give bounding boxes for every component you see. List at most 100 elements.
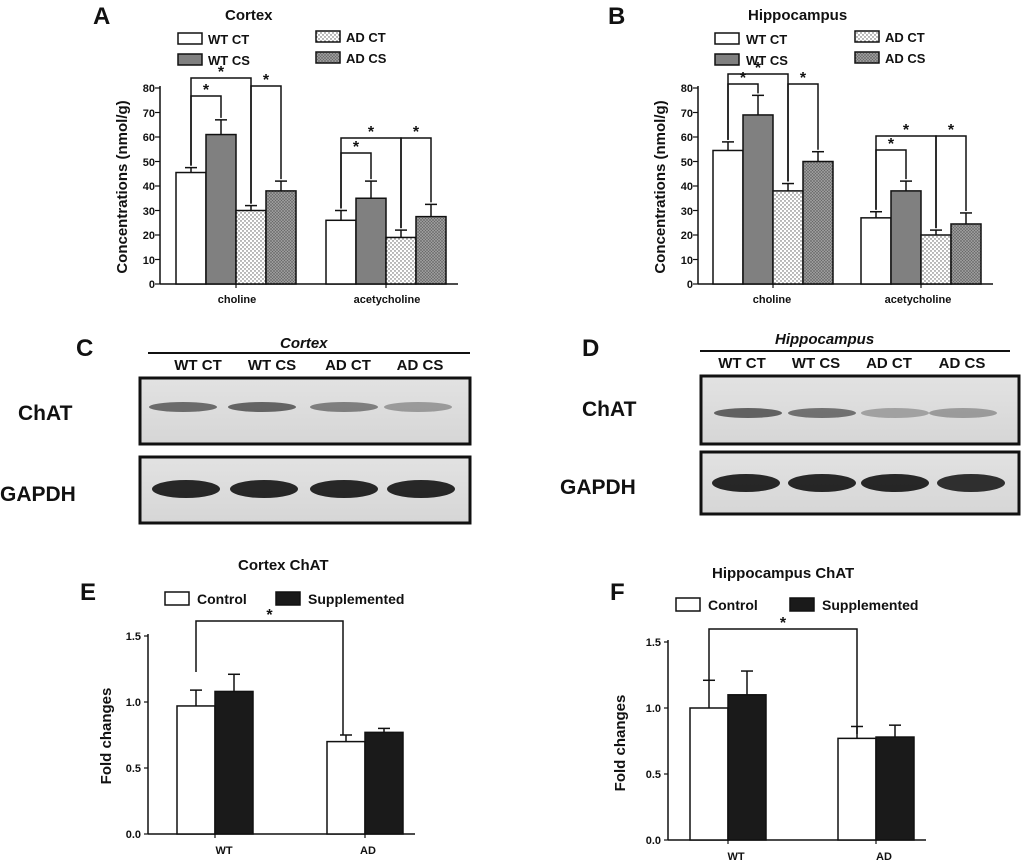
protein-label-chat: ChAT xyxy=(582,398,637,421)
panel-b-legend: WT CT WT CS AD CT AD CS xyxy=(714,30,926,68)
panel-d-bands xyxy=(712,408,1005,492)
significance-star: * xyxy=(755,60,762,77)
legend-swatch-ad-cs xyxy=(854,51,880,64)
protein-label-gapdh: GAPDH xyxy=(0,483,76,506)
panel-c-bands xyxy=(149,402,455,498)
bar xyxy=(727,694,767,841)
bar xyxy=(712,149,744,285)
legend-swatch-ad-cs xyxy=(315,51,341,64)
legend-label-supplemented: Supplemented xyxy=(822,597,918,613)
panel-e-legend: Control Supplemented xyxy=(164,591,404,607)
significance-bracket xyxy=(400,137,432,229)
bar xyxy=(860,217,892,285)
panel-letter-e: E xyxy=(80,579,96,606)
significance-star: * xyxy=(903,122,910,139)
y-tick: 40 xyxy=(681,181,693,193)
y-tick: 1.5 xyxy=(126,631,141,643)
significance-star: * xyxy=(800,70,807,87)
protein-label-chat: ChAT xyxy=(18,402,73,425)
panel-d: D Hippocampus WT CT WT CS AD CT AD CS Ch… xyxy=(560,331,1021,516)
panel-d-title: Hippocampus xyxy=(775,331,874,348)
panel-f-yticks: 0.0 0.5 1.0 1.5 xyxy=(646,637,661,847)
significance-bracket xyxy=(195,620,344,735)
legend-swatch-supplemented xyxy=(789,597,815,612)
bar xyxy=(214,690,254,835)
blot-band xyxy=(714,408,782,418)
x-tick: AD xyxy=(876,851,892,863)
bar xyxy=(415,215,447,285)
panel-c: C Cortex WT CT WT CS AD CT AD CS ChAT GA… xyxy=(0,335,472,525)
lane-label: AD CS xyxy=(397,357,444,374)
y-tick: 80 xyxy=(681,83,693,95)
legend-swatch-control xyxy=(164,591,190,606)
significance-star: * xyxy=(780,615,787,632)
panel-f-legend: Control Supplemented xyxy=(675,597,918,613)
bar xyxy=(742,114,774,285)
bar xyxy=(385,236,417,285)
y-tick: 0.5 xyxy=(126,763,141,775)
lane-label: WT CS xyxy=(248,357,296,374)
significance-star: * xyxy=(368,124,375,141)
x-tick: AD xyxy=(360,845,376,857)
blot-band xyxy=(861,474,929,492)
blot-band xyxy=(788,474,856,492)
x-tick: acetycholine xyxy=(354,294,421,306)
panel-f: F Hippocampus ChAT Control Supplemented … xyxy=(610,565,926,863)
panel-a: A Cortex WT CT WT CS AD CT AD CS Concent… xyxy=(93,3,458,306)
legend-label-control: Control xyxy=(708,597,758,613)
blot-band xyxy=(387,480,455,498)
bar xyxy=(920,234,952,285)
bar xyxy=(326,740,366,835)
bar xyxy=(325,219,357,285)
lane-label: WT CS xyxy=(792,355,840,372)
y-tick: 50 xyxy=(143,157,155,169)
y-tick: 50 xyxy=(681,157,693,169)
protein-label-gapdh: GAPDH xyxy=(560,476,636,499)
significance-star: * xyxy=(353,139,360,156)
blot-band xyxy=(149,402,217,412)
panel-c-title: Cortex xyxy=(280,335,328,352)
y-tick: 80 xyxy=(143,83,155,95)
bar xyxy=(950,223,982,285)
panel-a-yticks: 0 10 20 30 40 50 60 70 80 xyxy=(143,83,155,291)
y-tick: 0.0 xyxy=(646,835,661,847)
y-tick: 70 xyxy=(143,108,155,120)
panel-a-plot: * * * * * * xyxy=(155,64,458,288)
panel-b-plot: * * * * * * xyxy=(693,60,993,288)
legend-label-ad-cs: AD CS xyxy=(346,51,387,66)
panel-letter-b: B xyxy=(608,3,625,30)
significance-star: * xyxy=(266,607,273,624)
bar xyxy=(265,190,297,285)
y-tick: 1.5 xyxy=(646,637,661,649)
panel-f-title: Hippocampus ChAT xyxy=(712,565,854,582)
blot-band xyxy=(310,480,378,498)
panel-e-ylabel: Fold changes xyxy=(98,688,115,785)
significance-star: * xyxy=(740,70,747,87)
panel-f-plot: * xyxy=(664,615,926,844)
panel-e-plot: * xyxy=(144,607,415,838)
bar xyxy=(837,737,877,841)
significance-star: * xyxy=(413,124,420,141)
y-tick: 10 xyxy=(681,255,693,267)
legend-label-wt-ct: WT CT xyxy=(746,32,787,47)
panel-b-yticks: 0 10 20 30 40 50 60 70 80 xyxy=(681,83,693,291)
legend-swatch-supplemented xyxy=(275,591,301,606)
significance-star: * xyxy=(263,72,270,89)
blot-band xyxy=(929,408,997,418)
legend-label-supplemented: Supplemented xyxy=(308,591,404,607)
panel-a-legend: WT CT WT CS AD CT AD CS xyxy=(177,30,387,68)
legend-label-control: Control xyxy=(197,591,247,607)
lane-label: WT CT xyxy=(174,357,221,374)
blot-band xyxy=(310,402,378,412)
y-tick: 0.5 xyxy=(646,769,661,781)
lane-label: WT CT xyxy=(718,355,765,372)
lane-label: AD CT xyxy=(325,357,371,374)
bar xyxy=(205,133,237,285)
y-tick: 30 xyxy=(143,206,155,218)
bar xyxy=(875,736,915,841)
y-tick: 1.0 xyxy=(646,703,661,715)
blot-band xyxy=(861,408,929,418)
y-tick: 60 xyxy=(143,132,155,144)
legend-swatch-wt-ct xyxy=(177,32,203,45)
